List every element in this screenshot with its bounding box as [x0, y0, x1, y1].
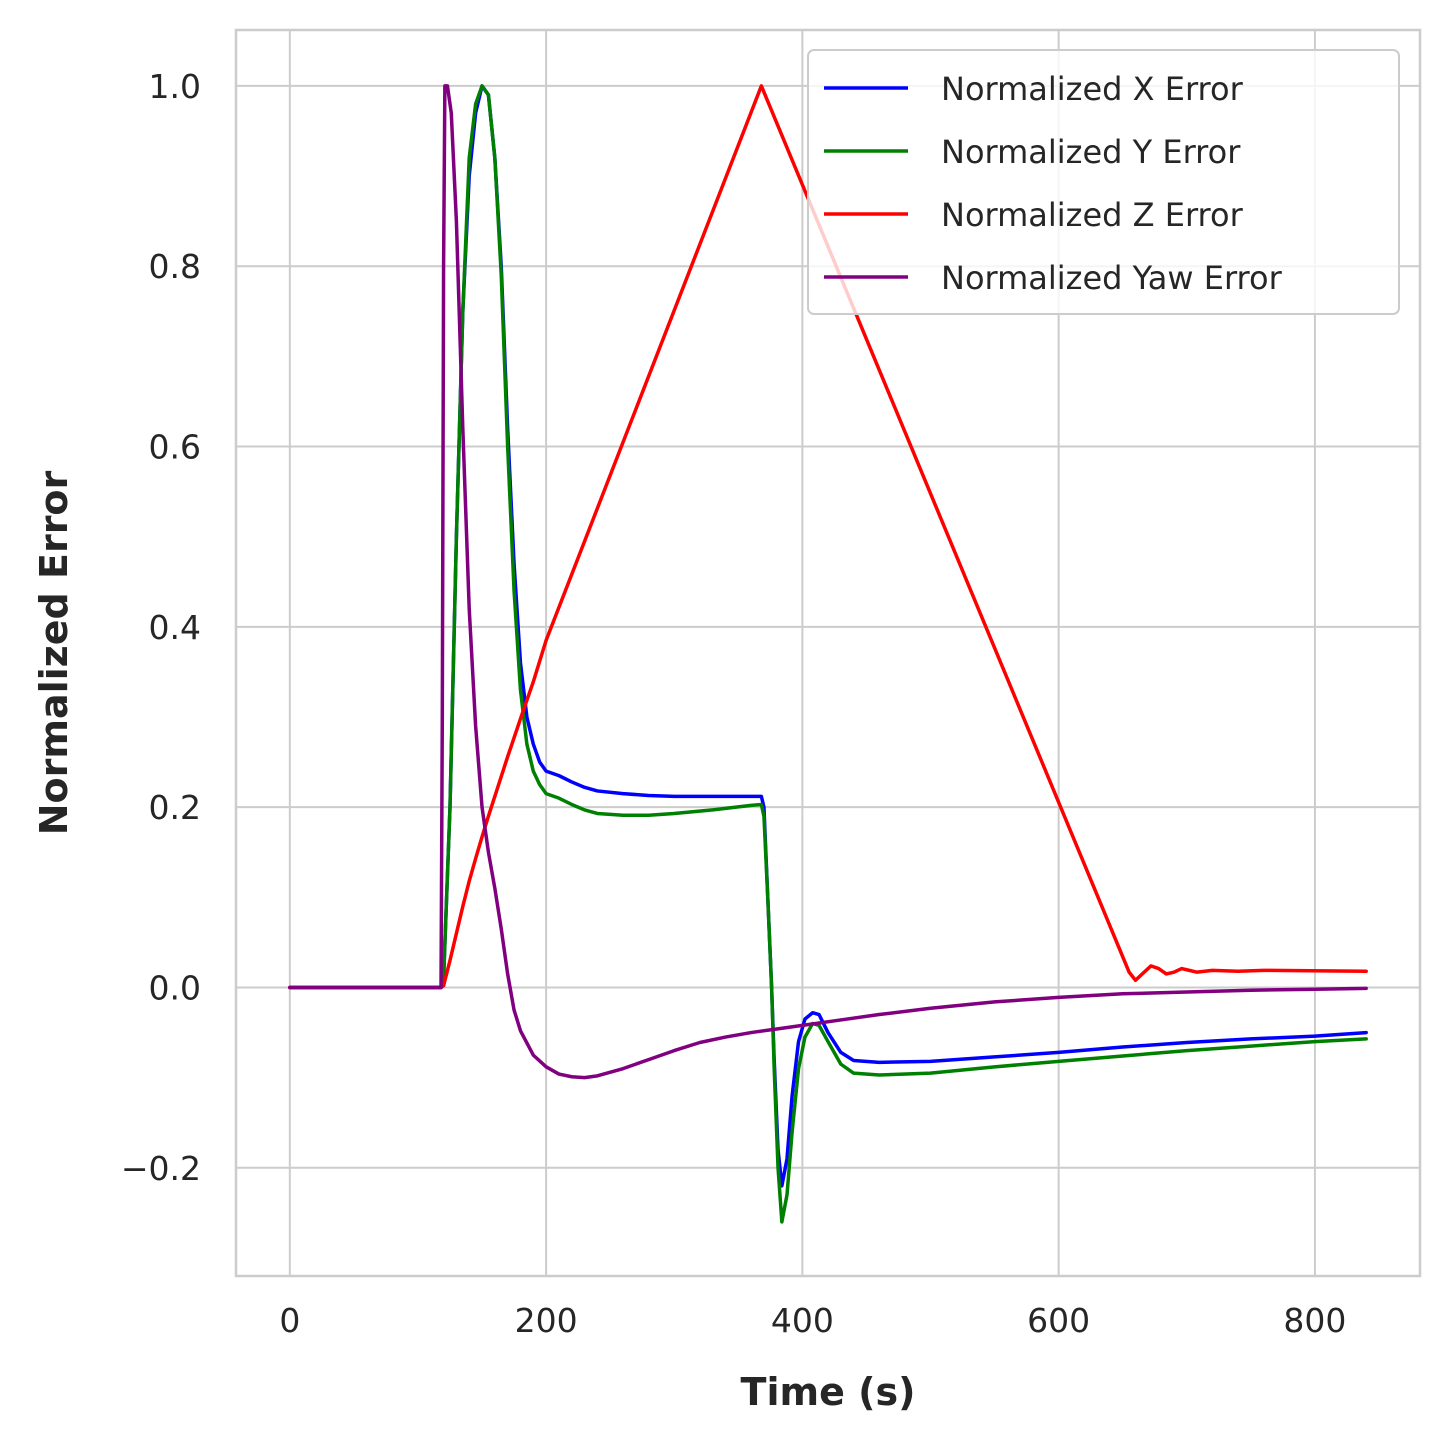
x-tick-label: 200 — [515, 1301, 578, 1340]
legend: Normalized X Error Normalized Y Error Norm… — [807, 49, 1400, 315]
series-line-2 — [288, 84, 1368, 1224]
x-axis-label: Time (s) — [741, 1370, 916, 1414]
series-group — [288, 84, 1368, 1224]
grid — [236, 30, 1420, 1276]
y-axis-label: Normalized Error — [32, 470, 76, 835]
y-tick-label: 0.4 — [149, 608, 201, 647]
y-tick-label: 0.2 — [149, 788, 201, 827]
x-tick-label: 0 — [279, 1301, 300, 1340]
y-axis-ticks: −0.2 0.0 0.2 0.4 0.6 0.8 1.0 — [121, 67, 201, 1188]
y-tick-label: 0.0 — [149, 968, 201, 1007]
plot-frame — [234, 28, 1422, 1278]
y-tick-label: 0.8 — [149, 247, 201, 286]
legend-label: Normalized Yaw Error — [941, 259, 1283, 297]
legend-label: Normalized Z Error — [941, 196, 1244, 234]
x-tick-label: 800 — [1283, 1301, 1346, 1340]
series-line-3 — [288, 84, 1368, 990]
y-tick-label: 1.0 — [149, 67, 201, 106]
legend-label: Normalized Y Error — [941, 133, 1241, 171]
series-line-4 — [288, 84, 1368, 1080]
legend-label: Normalized X Error — [941, 70, 1244, 108]
y-tick-label: −0.2 — [121, 1149, 201, 1188]
x-tick-label: 600 — [1027, 1301, 1090, 1340]
y-tick-label: 0.6 — [149, 428, 201, 467]
x-axis-ticks: 0 200 400 600 800 — [279, 1301, 1346, 1340]
x-tick-label: 400 — [771, 1301, 834, 1340]
legend-box — [807, 49, 1400, 315]
